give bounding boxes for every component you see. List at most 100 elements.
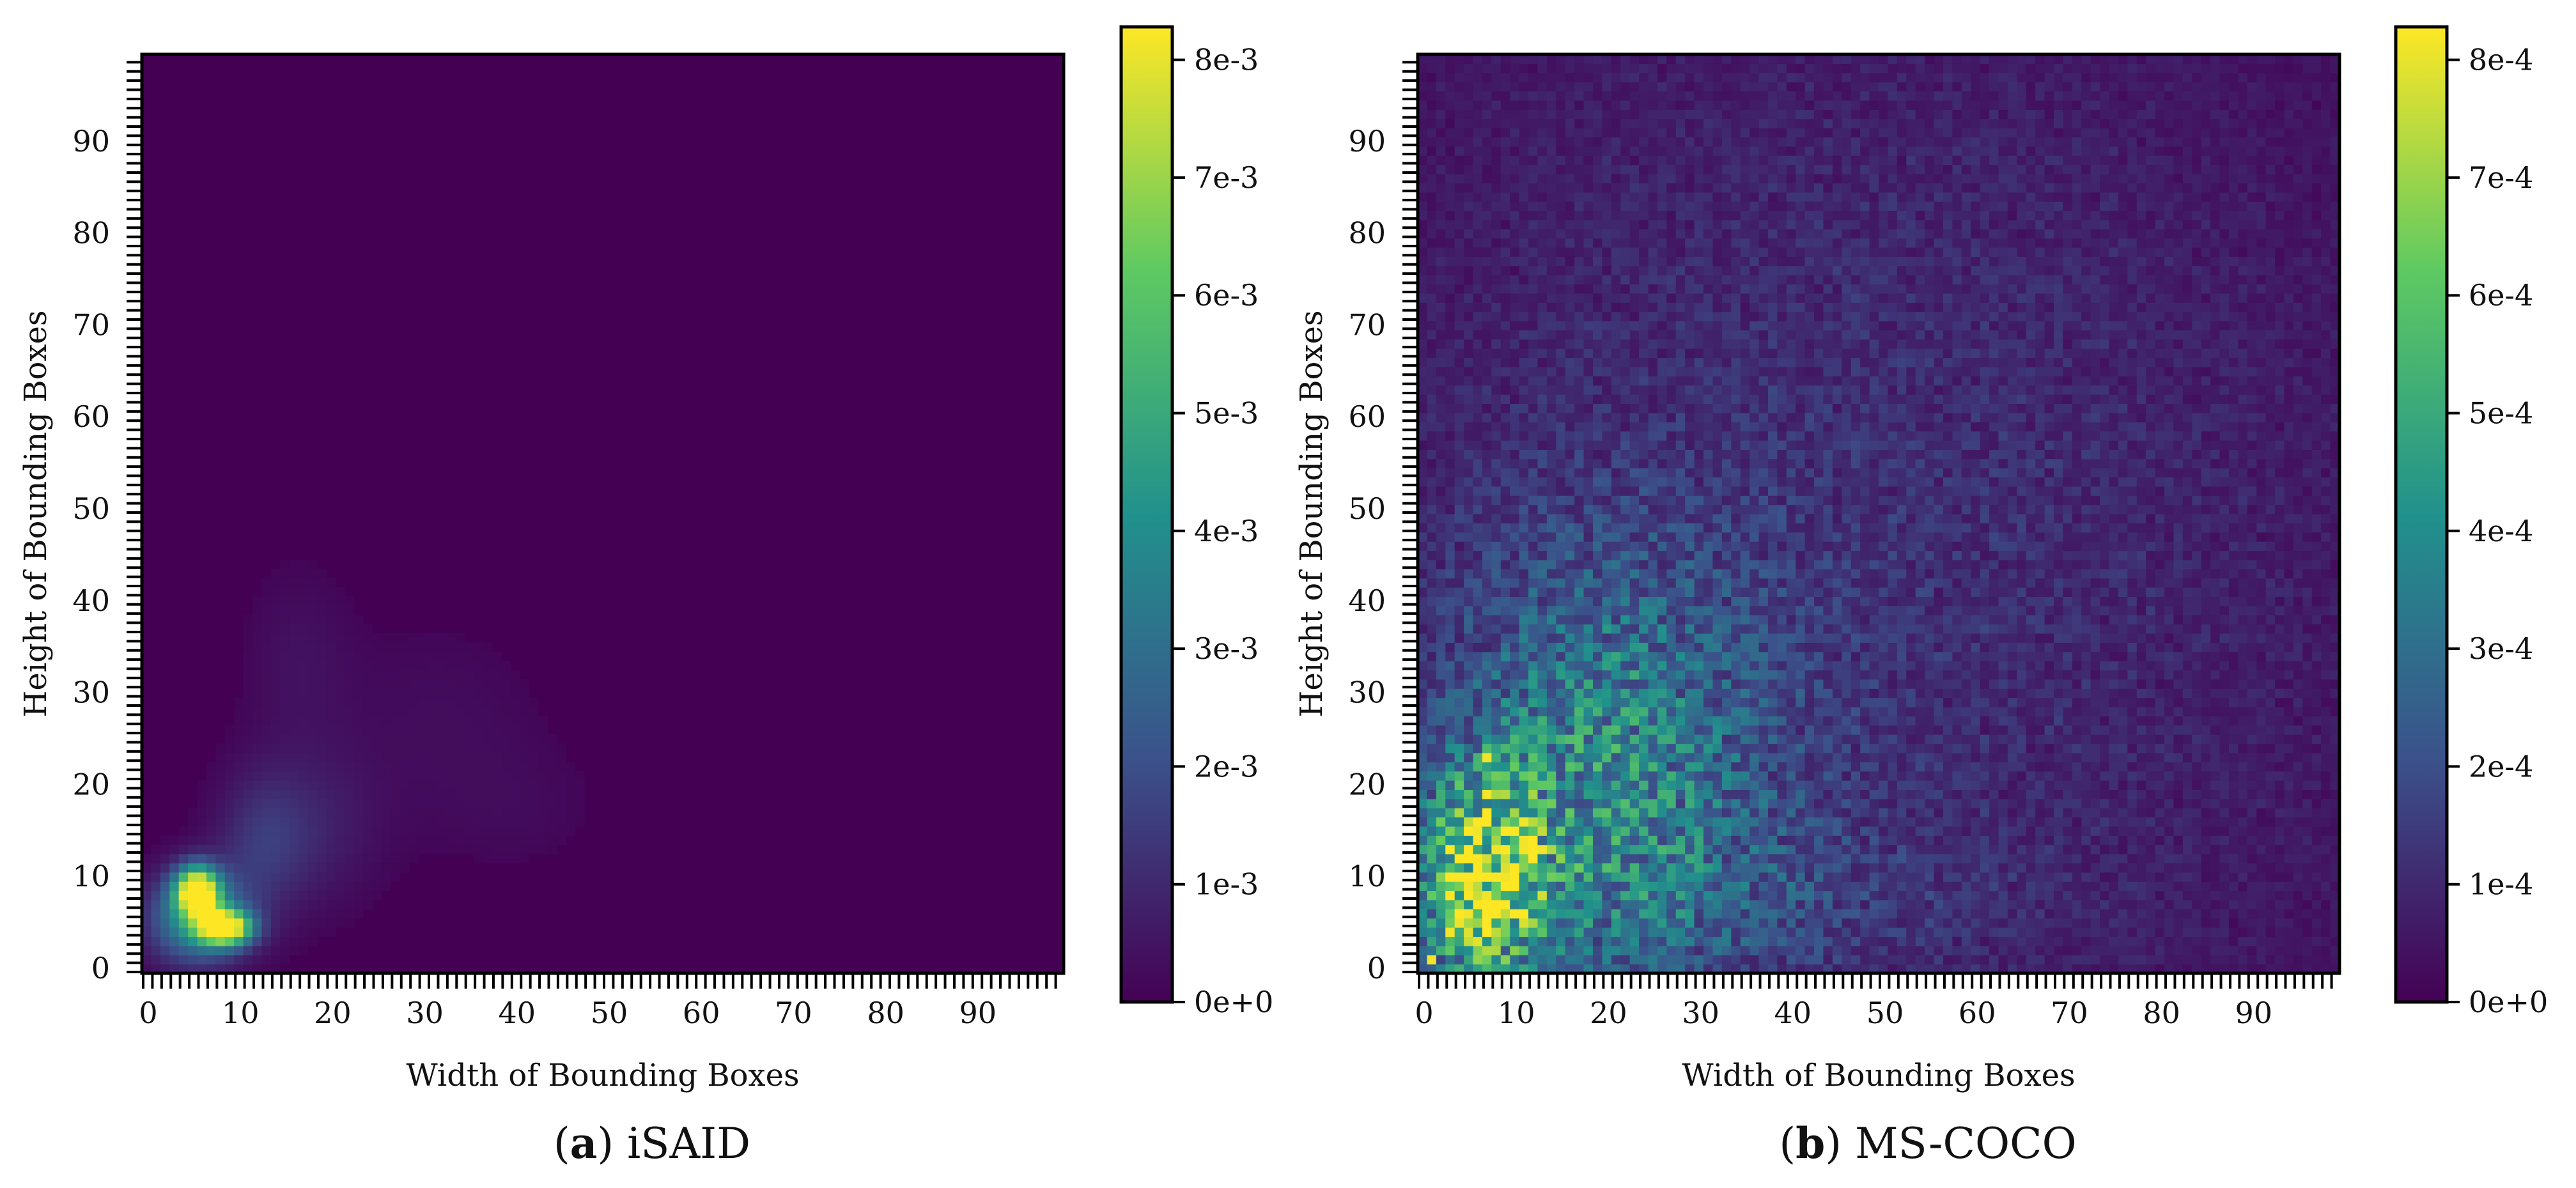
heatmap-cell [234,771,244,781]
heatmap-cell [1574,330,1584,339]
heatmap-cell [1556,670,1565,679]
heatmap-cell [244,799,253,808]
heatmap-cell [1528,330,1538,339]
heatmap-cell [1712,799,1722,808]
heatmap-cell [1565,578,1575,588]
heatmap-cell [252,642,262,652]
heatmap-cell [1501,854,1510,863]
heatmap-cell [1584,330,1594,339]
heatmap-cell [1556,642,1565,652]
heatmap-cell [1695,817,1704,827]
heatmap-cell [1501,266,1510,275]
heatmap-cell [1556,73,1565,82]
heatmap-cell [1547,137,1556,146]
heatmap-cell [1639,569,1649,578]
heatmap-cell [345,891,354,900]
heatmap-cell [308,606,318,615]
heatmap-cell [1473,872,1483,882]
heatmap-cell [1565,753,1575,762]
heatmap-cell [1666,302,1676,312]
heatmap-cell [1556,633,1565,643]
heatmap-cell [511,725,520,735]
heatmap-cell [1501,789,1510,799]
heatmap-cell [1455,854,1464,863]
heatmap-cell [1436,119,1446,128]
heatmap-cell [1620,459,1630,468]
heatmap-cell [1565,642,1575,652]
heatmap-cell [1584,698,1594,707]
heatmap-cell [492,789,502,799]
heatmap-cell [1482,256,1492,266]
heatmap-cell [1731,854,1741,863]
heatmap-cell [354,817,364,827]
heatmap-cell [1501,302,1510,312]
heatmap-cell [290,596,299,606]
heatmap-cell [1630,468,1640,477]
heatmap-cell [1676,229,1686,238]
heatmap-cell [1695,936,1704,946]
heatmap-cell [1574,440,1584,450]
heatmap-cell [1602,495,1611,505]
y-tick-label: 60 [72,399,110,434]
heatmap-cell [1620,376,1630,385]
heatmap-cell [1482,698,1492,707]
heatmap-cell [1611,854,1621,863]
heatmap-cell [1695,881,1704,891]
heatmap-cell [1464,100,1473,110]
heatmap-cell [308,909,318,918]
heatmap-cell [1695,82,1704,91]
heatmap-cell [1547,808,1556,817]
heatmap-cell [1657,606,1667,615]
heatmap-cell [234,744,244,753]
heatmap-cell [1593,780,1602,790]
heatmap-cell [1427,734,1436,744]
heatmap-cell [1703,946,1713,955]
heatmap-cell [1584,119,1594,128]
heatmap-cell [1703,348,1713,358]
heatmap-cell [354,845,364,854]
heatmap-cell [336,652,345,661]
heatmap-cell [1620,275,1630,284]
heatmap-cell [1482,541,1492,551]
heatmap-cell [345,799,354,808]
heatmap-cell [1703,541,1713,551]
heatmap-cell [179,955,189,964]
heatmap-cell [1501,119,1510,128]
heatmap-cell [336,661,345,670]
heatmap-cell [1584,744,1594,753]
heatmap-cell [1657,569,1667,578]
heatmap-cell [308,615,318,624]
heatmap-cell [1519,652,1529,661]
heatmap-cell [1464,872,1473,882]
heatmap-cell [1528,100,1538,110]
heatmap-cell [1657,486,1667,496]
heatmap-cell [1491,505,1501,514]
heatmap-cell [409,725,419,735]
heatmap-cell [1649,900,1658,909]
heatmap-cell [465,688,474,698]
heatmap-cell [1436,569,1446,578]
heatmap-cell [1703,596,1713,606]
heatmap-cell [1455,652,1464,661]
heatmap-cell [1445,486,1455,496]
heatmap-cell [1574,652,1584,661]
heatmap-cell [474,762,483,771]
heatmap-cell [1565,541,1575,551]
heatmap-cell [1547,201,1556,211]
heatmap-cell [1556,82,1565,91]
heatmap-cell [1593,936,1602,946]
heatmap-cell [1547,596,1556,606]
heatmap-cell [1528,128,1538,137]
heatmap-cell [1695,551,1704,560]
heatmap-cell [1455,624,1464,634]
heatmap-cell [215,799,225,808]
heatmap-cell [1427,523,1436,532]
heatmap-cell [1649,486,1658,496]
heatmap-cell [511,707,520,716]
heatmap-cell [1695,229,1704,238]
heatmap-cell [1649,183,1658,192]
heatmap-cell [271,808,281,817]
heatmap-cell [290,560,299,569]
heatmap-cell [1731,477,1741,486]
heatmap-cell [1556,229,1565,238]
